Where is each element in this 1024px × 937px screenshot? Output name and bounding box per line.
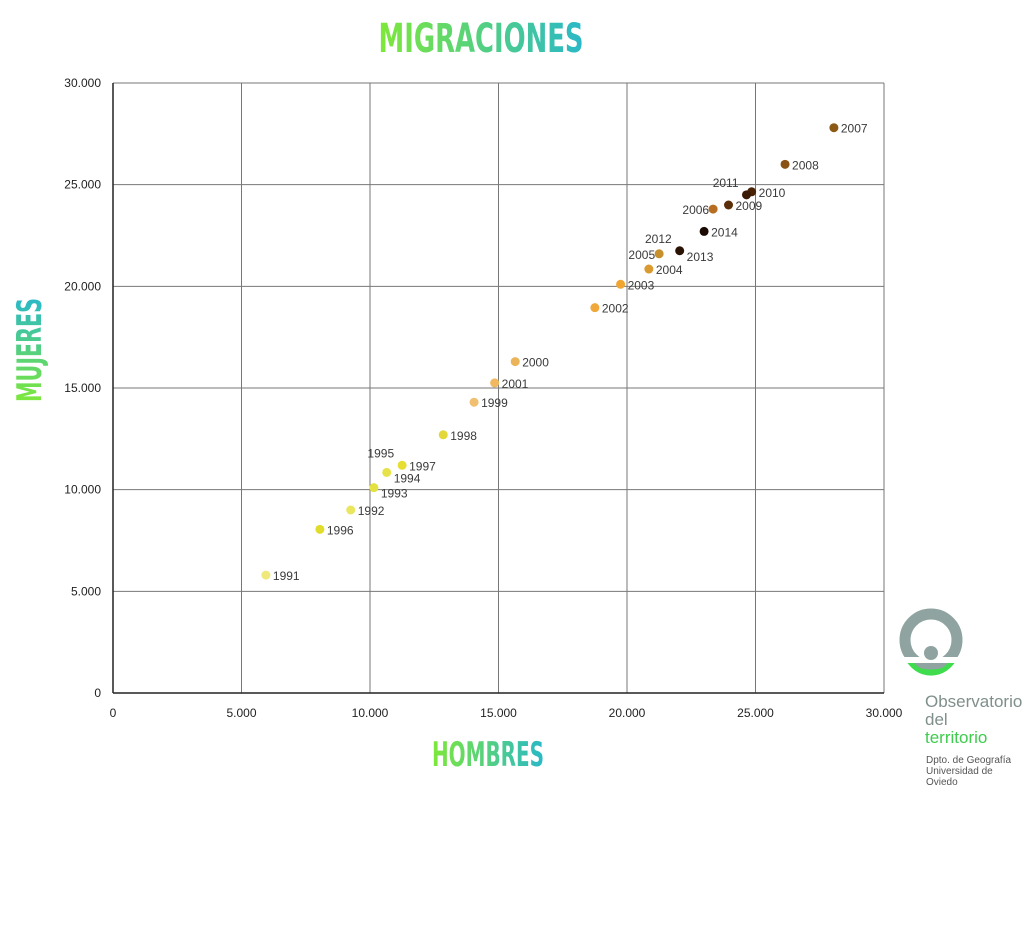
- point-label-2003: 2003: [628, 278, 655, 292]
- grid: [112, 82, 885, 694]
- y-tick-label-4: 20.000: [64, 279, 101, 293]
- data-point-1998: [438, 430, 448, 440]
- point-label-2012: 2012: [645, 232, 672, 246]
- point-label-2013: 2013: [687, 250, 714, 264]
- x-tick-label-5: 25.000: [737, 706, 774, 720]
- point-label-1992: 1992: [358, 504, 385, 518]
- data-point-1995: [397, 460, 407, 470]
- observatorio-logo-icon: [899, 608, 963, 676]
- data-point-1999: [469, 397, 479, 407]
- y-tick-label-2: 10.000: [64, 483, 101, 497]
- point-label-2007: 2007: [841, 122, 868, 136]
- data-point-2006: [708, 204, 718, 214]
- y-tick-label-3: 15.000: [64, 381, 101, 395]
- point-label-2009: 2009: [736, 199, 763, 213]
- point-label-1993: 1993: [381, 487, 408, 501]
- logo-line-2: del: [925, 710, 948, 729]
- point-label-1991: 1991: [273, 569, 300, 583]
- point-label-2002: 2002: [602, 302, 629, 316]
- data-point-1994: [382, 467, 392, 477]
- x-tick-label-1: 5.000: [226, 706, 256, 720]
- point-label-2001: 2001: [502, 377, 529, 391]
- data-point-2004: [644, 264, 654, 274]
- point-label-1995: 1995: [367, 446, 394, 460]
- data-point-2005: [654, 249, 664, 259]
- data-point-1996: [315, 524, 325, 534]
- point-label-2008: 2008: [792, 158, 819, 172]
- point-label-1996: 1996: [327, 523, 354, 537]
- data-point-2002: [590, 303, 600, 313]
- point-label-1999: 1999: [481, 396, 508, 410]
- x-tick-label-6: 30.000: [866, 706, 903, 720]
- data-point-1993: [369, 483, 379, 493]
- logo-sub-2: Universidad de: [926, 766, 993, 777]
- data-point-2009: [724, 200, 734, 210]
- point-label-1994: 1994: [394, 471, 421, 485]
- y-tick-label-5: 25.000: [64, 178, 101, 192]
- y-tick-label-0: 0: [94, 686, 101, 700]
- x-axis-label: HOMBRES: [432, 735, 544, 775]
- point-label-2006: 2006: [682, 203, 709, 217]
- data-point-1992: [346, 505, 356, 515]
- logo-line-1: Observatorio: [925, 692, 1022, 711]
- data-point-2007: [829, 123, 839, 133]
- point-label-2004: 2004: [656, 263, 683, 277]
- point-label-2011: 2011: [713, 176, 739, 190]
- chart-title: MIGRACIONES: [379, 16, 584, 62]
- observatorio-logo: Observatorio del territorio Dpto. de Geo…: [899, 608, 1022, 788]
- logo-line-3: territorio: [925, 728, 987, 747]
- data-point-2000: [510, 357, 520, 367]
- data-point-2011: [742, 190, 752, 200]
- x-tick-label-3: 15.000: [480, 706, 517, 720]
- data-point-2008: [780, 159, 790, 169]
- data-point-2014: [699, 226, 709, 236]
- point-label-2000: 2000: [522, 356, 549, 370]
- data-point-2012: [675, 246, 685, 256]
- logo-sub-3: Oviedo: [926, 777, 958, 788]
- y-axis-label: MUJERES: [10, 298, 50, 402]
- data-point-2003: [616, 279, 626, 289]
- logo-sub-1: Dpto. de Geografía: [926, 755, 1011, 766]
- point-label-2014: 2014: [711, 225, 738, 239]
- point-label-1997: 1997: [409, 459, 436, 473]
- x-tick-label-4: 20.000: [609, 706, 646, 720]
- x-tick-label-0: 0: [110, 706, 117, 720]
- data-point-1991: [261, 570, 271, 580]
- y-tick-label-6: 30.000: [64, 76, 101, 90]
- point-label-2010: 2010: [759, 186, 786, 200]
- point-label-1998: 1998: [450, 429, 477, 443]
- y-axis-ticks: 0 5.000 10.000 15.000 20.000 25.000 30.000: [64, 76, 101, 700]
- data-point-2001: [490, 378, 500, 388]
- x-axis-ticks: 0 5.000 10.000 15.000 20.000 25.000 30.000: [110, 706, 903, 720]
- x-tick-label-2: 10.000: [352, 706, 389, 720]
- point-label-2005: 2005: [628, 248, 655, 262]
- y-tick-label-1: 5.000: [71, 584, 101, 598]
